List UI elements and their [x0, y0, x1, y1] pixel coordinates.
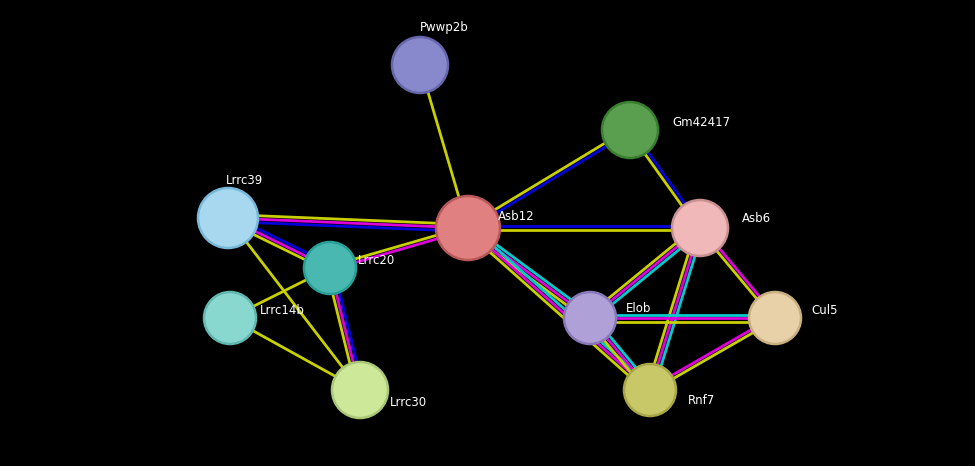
- Text: Lrrc39: Lrrc39: [226, 173, 263, 186]
- Text: Cul5: Cul5: [811, 303, 838, 316]
- Text: Lrrc20: Lrrc20: [358, 254, 395, 267]
- Circle shape: [672, 200, 728, 256]
- Text: Lrrc30: Lrrc30: [390, 396, 427, 409]
- Text: Rnf7: Rnf7: [688, 393, 716, 406]
- Circle shape: [304, 242, 356, 294]
- Circle shape: [332, 362, 388, 418]
- Circle shape: [436, 196, 500, 260]
- Circle shape: [392, 37, 448, 93]
- Circle shape: [204, 292, 256, 344]
- Circle shape: [602, 102, 658, 158]
- Text: Asb12: Asb12: [498, 210, 534, 222]
- Circle shape: [198, 188, 258, 248]
- Text: Asb6: Asb6: [742, 212, 771, 225]
- Circle shape: [624, 364, 676, 416]
- Circle shape: [564, 292, 616, 344]
- Text: Elob: Elob: [626, 302, 651, 315]
- Text: Pwwp2b: Pwwp2b: [420, 21, 469, 34]
- Text: Lrrc14b: Lrrc14b: [260, 303, 305, 316]
- Text: Gm42417: Gm42417: [672, 116, 730, 129]
- Circle shape: [749, 292, 801, 344]
